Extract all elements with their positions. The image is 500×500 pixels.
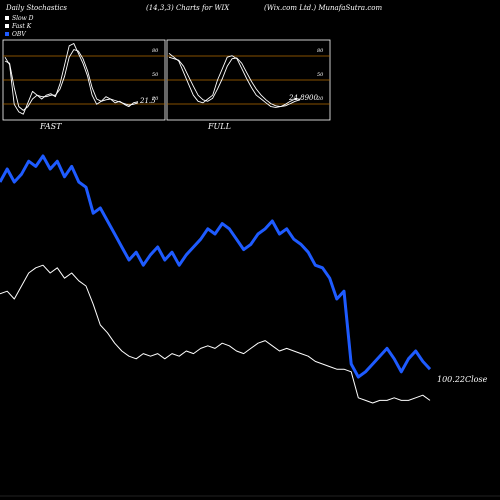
panel-full-level-50-label: 50 bbox=[317, 72, 324, 78]
legend-obv: OBV bbox=[12, 31, 26, 38]
panel-fast-title: FAST bbox=[39, 122, 62, 131]
panel-full-value-label: 24.8900 bbox=[288, 94, 318, 102]
header-left: Daily Stochastics bbox=[5, 4, 67, 12]
legend-slow-d: Slow D bbox=[12, 15, 34, 22]
panel-full-level-20-label: 20 bbox=[316, 96, 324, 102]
panel-fast-value-label: 21.5 bbox=[139, 97, 156, 105]
panel-fast-level-50-label: 50 bbox=[152, 72, 159, 78]
panel-fast-level-20-label: 20 bbox=[151, 96, 159, 102]
full-fast-k-line bbox=[168, 53, 301, 108]
header-right: (Wix.com Ltd.) MunafaSutra.com bbox=[264, 4, 382, 12]
legend-swatch-fast-k bbox=[5, 24, 9, 28]
close-price-line bbox=[0, 264, 431, 404]
legend-swatch-obv bbox=[5, 32, 9, 36]
header-center: (14,3,3) Charts for WIX bbox=[146, 4, 230, 12]
panel-full-level-80-label: 80 bbox=[317, 48, 324, 54]
close-label: 100.22Close bbox=[437, 375, 488, 384]
panel-fast: 80 50 20 21.5 FAST bbox=[2, 39, 166, 131]
panel-full: 80 50 20 24.8900 FULL bbox=[166, 39, 331, 131]
fast-fast-k-line bbox=[4, 43, 139, 115]
panel-fast-level-80-label: 80 bbox=[152, 48, 159, 54]
panel-full-lines bbox=[168, 53, 301, 108]
panel-full-title: FULL bbox=[207, 122, 231, 131]
main-panel-lines bbox=[0, 154, 432, 404]
legend: Slow D Fast K OBV bbox=[5, 15, 34, 38]
full-slow-d-line bbox=[168, 56, 301, 108]
legend-fast-k: Fast K bbox=[11, 23, 32, 30]
panel-fast-lines bbox=[4, 43, 139, 115]
fast-slow-d-line bbox=[4, 49, 139, 111]
legend-swatch-slow-d bbox=[5, 16, 9, 20]
obv-line bbox=[0, 154, 432, 379]
